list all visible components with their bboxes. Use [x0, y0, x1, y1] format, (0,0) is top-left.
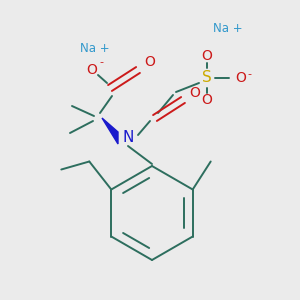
Text: -: -	[247, 69, 251, 79]
Text: Na +: Na +	[80, 41, 110, 55]
Text: N: N	[122, 130, 134, 146]
Text: O: O	[235, 71, 246, 85]
Text: O: O	[190, 86, 200, 100]
Text: -: -	[99, 57, 103, 67]
Text: O: O	[202, 49, 212, 63]
Polygon shape	[102, 118, 118, 144]
Text: O: O	[87, 63, 98, 77]
Text: O: O	[145, 55, 155, 69]
Text: O: O	[202, 93, 212, 107]
Text: Na +: Na +	[213, 22, 243, 34]
Text: S: S	[202, 70, 212, 86]
